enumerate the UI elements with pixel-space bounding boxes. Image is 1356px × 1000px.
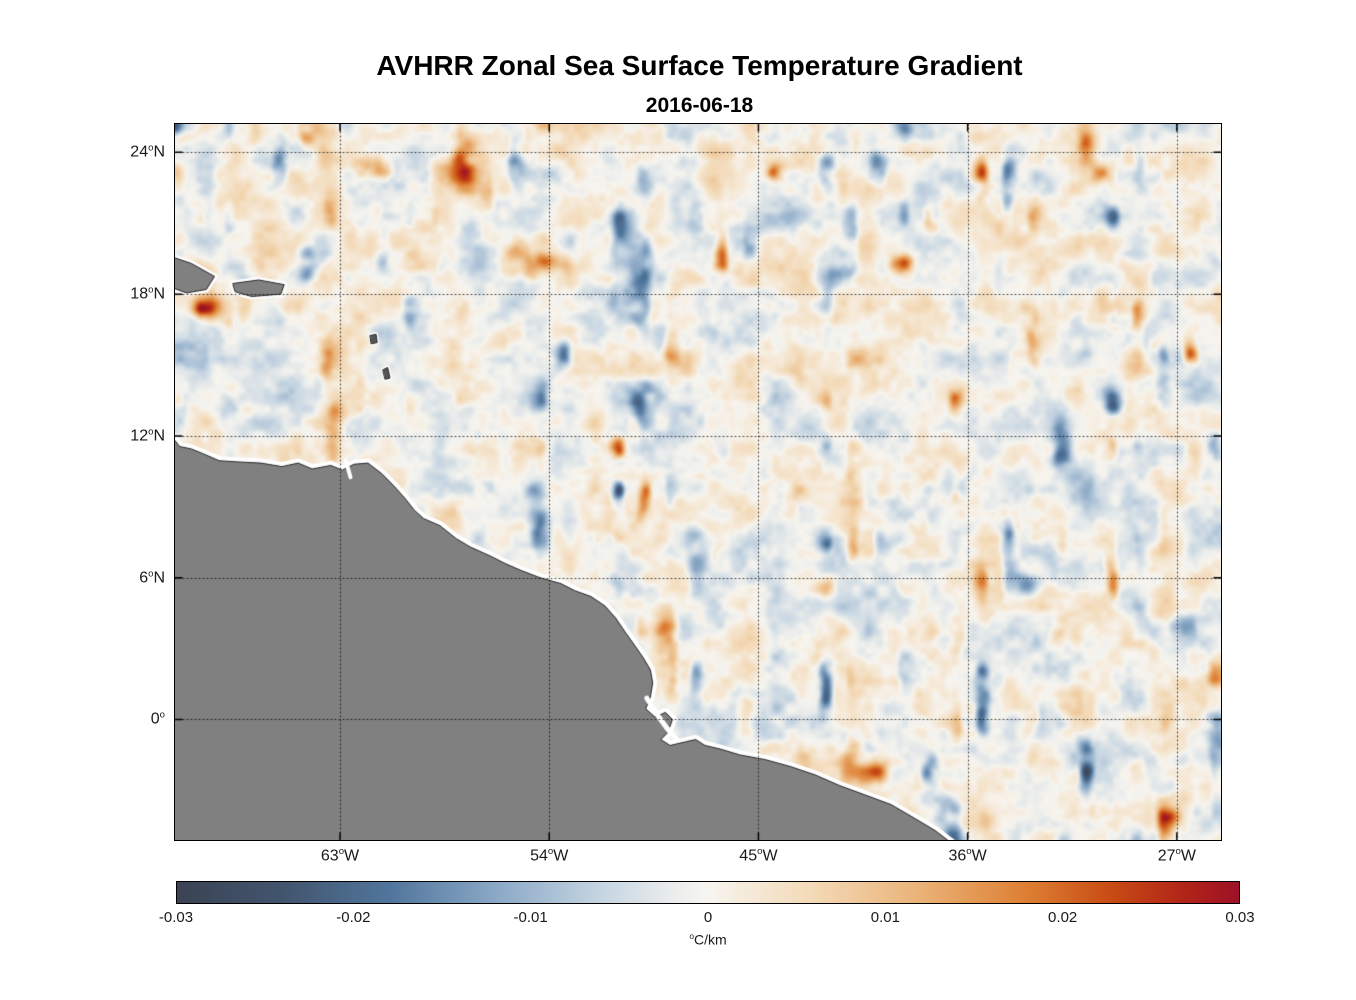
map-plot: 63oW 54oW 45oW 36oW 27oW 24oN 18oN 12oN 6oN 0o — [130, 123, 1222, 864]
x-axis-tick-label: 45oW — [739, 846, 778, 865]
colorbar-tick-label: 0.03 — [1225, 909, 1255, 926]
colorbar-tick-label: -0.03 — [158, 909, 194, 926]
y-axis-tick-label: 0o — [150, 709, 165, 729]
y-axis-tick-label: 6oN — [139, 568, 165, 587]
colorbar-tick-label: 0.01 — [870, 909, 900, 926]
y-axis-tick-label: 12oN — [130, 426, 165, 445]
x-axis-tick-labels: 63oW 54oW 45oW 36oW 27oW — [175, 846, 1221, 868]
y-axis-tick-labels: 24oN 18oN 12oN 6oN 0o — [95, 124, 165, 840]
y-axis-tick-label: 24oN — [130, 142, 165, 162]
x-axis-tick-label: 63oW — [320, 846, 360, 865]
colorbar-gradient — [176, 881, 1240, 904]
colorbar-tick-label: -0.01 — [513, 909, 548, 926]
chart-title: AVHRR Zonal Sea Surface Temperature Grad… — [376, 50, 1023, 81]
x-axis-tick-label: 54oW — [530, 846, 569, 865]
x-axis-tick-label: 36oW — [948, 846, 987, 865]
chart-subtitle: 2016-06-18 — [645, 94, 754, 117]
colorbar-tick-label: -0.02 — [336, 909, 371, 926]
colorbar-unit-label: oC/km — [689, 931, 727, 948]
colorbar-tick-labels: -0.03 -0.02 -0.01 0 0.01 0.02 0.03 — [159, 909, 1255, 929]
x-axis-tick-label: 27oW — [1157, 846, 1196, 865]
colorbar-tick-label: 0 — [703, 909, 713, 926]
colorbar-tick-label: 0.02 — [1048, 909, 1078, 926]
y-axis-tick-label: 18oN — [130, 284, 165, 303]
sst-gradient-heatmap — [175, 124, 1221, 840]
